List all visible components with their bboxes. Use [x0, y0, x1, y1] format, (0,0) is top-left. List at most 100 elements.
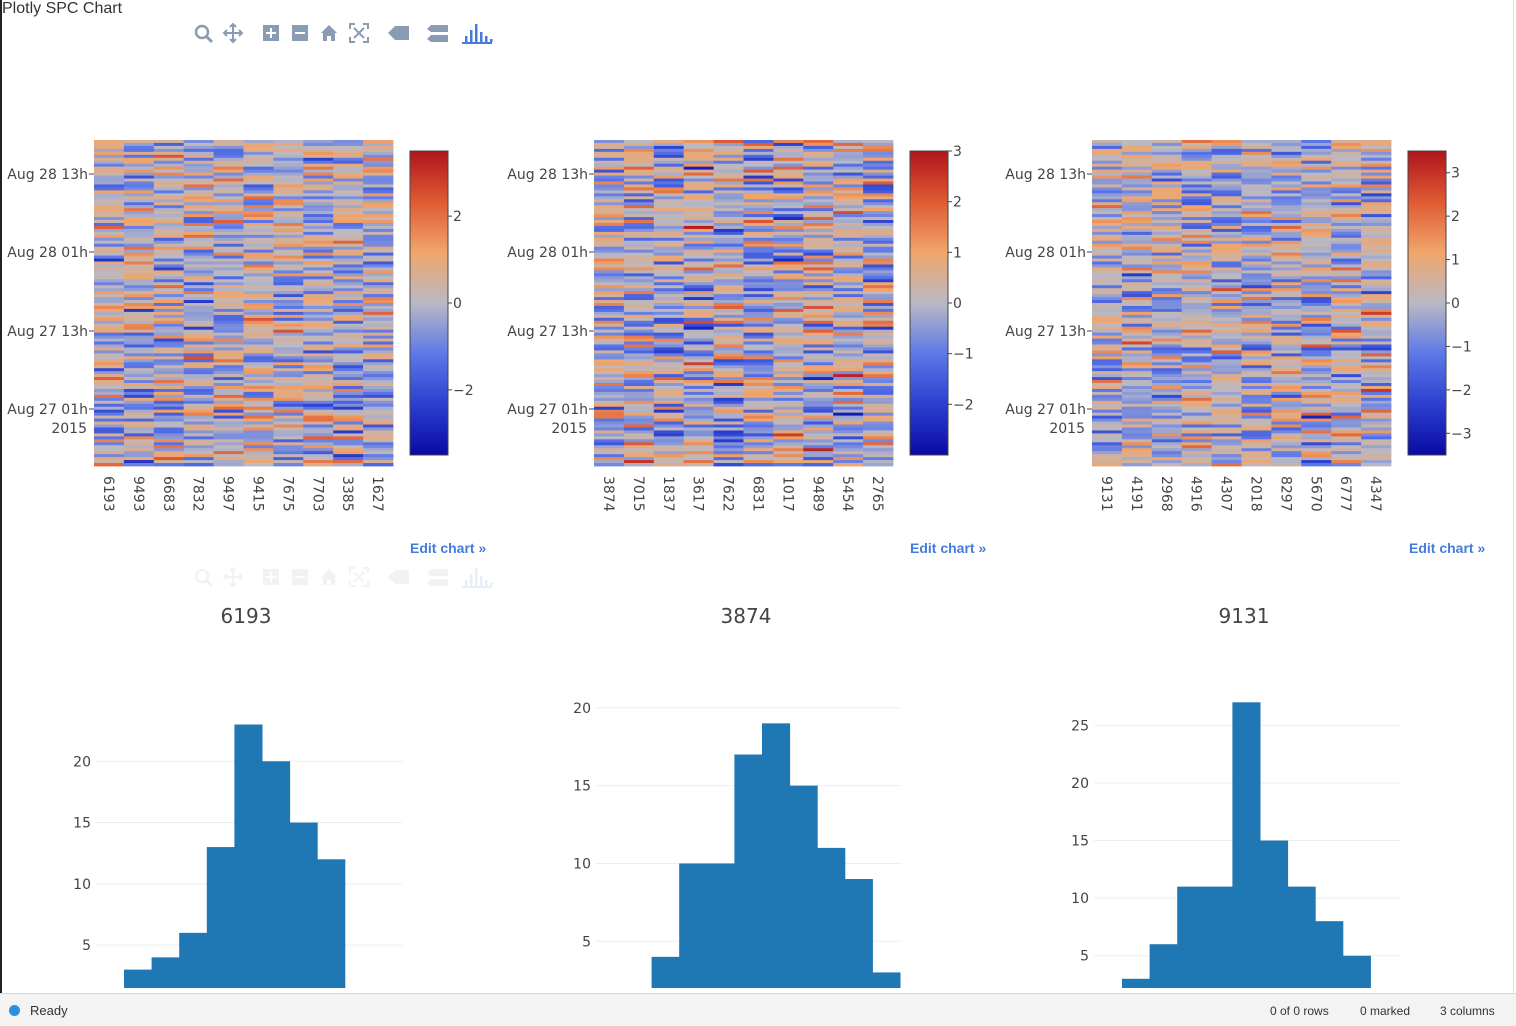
window-title: Plotly SPC Chart: [2, 0, 123, 17]
x-tick-label: 6831: [749, 476, 765, 512]
plotly-logo-icon-glyph: [462, 568, 493, 588]
histogram-bar: [1287, 886, 1316, 988]
y-tick-label: 20: [573, 701, 591, 717]
colorbar-tick-label: 2: [1451, 209, 1460, 225]
colorbar-tick-label: −3: [1451, 426, 1472, 442]
colorbar-tick-label: −1: [1451, 339, 1472, 355]
heatmap-chart-2[interactable]: Aug 28 13h Aug 28 01h Aug 27 13h Aug 27 01h…: [500, 128, 1000, 523]
edit-chart-link-2[interactable]: Edit chart »: [910, 540, 987, 556]
x-tick-label: 1837: [660, 476, 676, 512]
x-tick-label: 1627: [369, 476, 385, 512]
x-tick-label: 2968: [1158, 476, 1174, 512]
hover-compare-icon[interactable]: [426, 22, 448, 44]
zoom-out-icon-glyph: [292, 25, 308, 41]
status-indicator-icon: [9, 1005, 20, 1016]
hover-compare-icon-glyph: [427, 25, 448, 42]
y-year-label: 2015: [1049, 421, 1085, 437]
histogram-bar: [679, 863, 708, 988]
hover-compare-icon-glyph: [427, 569, 448, 586]
x-tick-label: 4191: [1128, 476, 1144, 512]
histogram-bar: [734, 754, 763, 988]
histogram-title: 3874: [721, 604, 772, 628]
x-tick-label: 7675: [279, 476, 295, 512]
histogram-bar: [1177, 886, 1206, 988]
edit-chart-link-3[interactable]: Edit chart »: [1409, 540, 1486, 556]
y-year-label: 2015: [51, 421, 87, 437]
status-columns: 3 columns: [1440, 1004, 1495, 1018]
histogram-bar: [789, 785, 818, 988]
heatmap-chart-3[interactable]: Aug 28 13h Aug 28 01h Aug 27 13h Aug 27 01h…: [998, 128, 1498, 523]
colorbar-tick-label: 3: [953, 144, 962, 160]
status-marked: 0 marked: [1360, 1004, 1411, 1018]
plotly-logo-icon[interactable]: [462, 566, 494, 588]
pan-icon[interactable]: [222, 566, 244, 588]
colorbar: [409, 150, 449, 456]
y-tick-label: 5: [582, 934, 591, 950]
histogram-bar: [262, 761, 291, 988]
colorbar-tick-label: −2: [1451, 383, 1472, 399]
y-tick-label: Aug 28 01h: [1005, 245, 1086, 261]
edit-chart-link-1[interactable]: Edit chart »: [410, 540, 487, 556]
x-tick-label: 9497: [220, 476, 236, 512]
histogram-bar: [1342, 955, 1371, 988]
colorbar-tick-label: 2: [953, 195, 962, 211]
x-tick-label: 2018: [1247, 476, 1263, 512]
hover-closest-icon[interactable]: [387, 22, 409, 44]
pan-icon[interactable]: [222, 22, 244, 44]
colorbar-tick-label: 0: [453, 296, 462, 312]
hover-closest-icon[interactable]: [387, 566, 409, 588]
zoom-out-icon[interactable]: [289, 22, 311, 44]
histogram-bar: [151, 957, 180, 988]
zoom-icon[interactable]: [192, 22, 214, 44]
x-tick-label: 8297: [1277, 476, 1293, 512]
x-tick-label: 6777: [1337, 476, 1353, 512]
histogram-chart-3[interactable]: 9131 5 10 15 20 25: [998, 598, 1418, 990]
histogram-bar: [124, 969, 153, 988]
zoom-icon-glyph: [194, 24, 214, 44]
x-tick-label: 2765: [869, 476, 885, 512]
x-tick-label: 5454: [839, 476, 855, 512]
zoom-out-icon[interactable]: [289, 566, 311, 588]
colorbar-tick-label: 0: [953, 296, 962, 312]
histogram-bar: [1232, 702, 1261, 988]
histogram-bar: [1204, 886, 1233, 988]
plotly-logo-icon[interactable]: [462, 22, 494, 44]
x-tick-label: 4307: [1218, 476, 1234, 512]
histogram-chart-2[interactable]: 3874 5 10 15 20: [500, 598, 920, 990]
zoom-icon[interactable]: [192, 566, 214, 588]
status-bar: Ready 0 of 0 rows 0 marked 3 columns: [0, 993, 1516, 1026]
histogram-bar: [706, 863, 735, 988]
histogram-bar: [317, 859, 346, 988]
heatmap-chart-1[interactable]: Aug 28 13h Aug 28 01h Aug 27 13h Aug 27 01h…: [0, 128, 500, 523]
zoom-in-icon[interactable]: [260, 22, 282, 44]
status-rows: 0 of 0 rows: [1270, 1004, 1329, 1018]
x-tick-label: 4916: [1188, 476, 1204, 512]
y-tick-label: 10: [573, 856, 591, 872]
hover-compare-icon[interactable]: [426, 566, 448, 588]
home-icon[interactable]: [318, 22, 340, 44]
x-tick-label: 7832: [190, 476, 206, 512]
pan-icon-glyph: [222, 566, 244, 588]
zoom-in-icon[interactable]: [260, 566, 282, 588]
heatmap-cells: [94, 140, 394, 467]
status-text: Ready: [30, 1003, 68, 1018]
home-icon-glyph: [321, 569, 337, 585]
colorbar-tick-label: 0: [1451, 296, 1460, 312]
y-tick-label: 20: [1071, 776, 1089, 792]
histogram-bar: [289, 822, 318, 988]
heatmap-cells: [1092, 140, 1392, 467]
colorbar: [909, 150, 949, 456]
autoscale-icon[interactable]: [348, 566, 370, 588]
autoscale-icon-glyph: [349, 567, 369, 587]
histogram-bar: [1260, 840, 1289, 988]
y-tick-label: 25: [1071, 718, 1089, 734]
colorbar-tick-label: 3: [1451, 166, 1460, 182]
colorbar-tick-label: 1: [1451, 253, 1460, 269]
y-tick-label: Aug 28 01h: [7, 245, 88, 261]
x-tick-label: 9493: [130, 476, 146, 512]
histogram-chart-1[interactable]: 6193 5 10 15 20: [0, 598, 420, 990]
autoscale-icon[interactable]: [348, 22, 370, 44]
y-tick-label: 15: [73, 816, 91, 832]
home-icon[interactable]: [318, 566, 340, 588]
home-icon-glyph: [321, 25, 337, 41]
